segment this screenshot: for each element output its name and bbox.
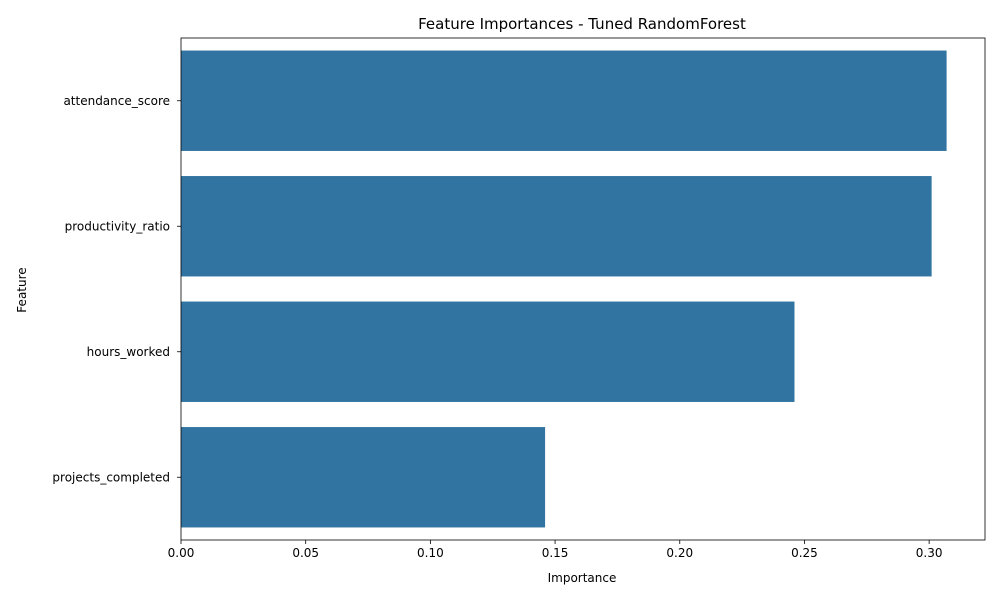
x-tick-label: 0.30 (916, 546, 943, 560)
plot-frame (180, 37, 986, 541)
y-tick-label: hours_worked (87, 345, 170, 359)
x-tick-label: 0.05 (292, 546, 319, 560)
y-axis-ticks: attendance_score productivity_ratio hours_… (52, 94, 181, 484)
y-tick-label: productivity_ratio (65, 219, 170, 233)
bars-group (181, 50, 947, 528)
x-tick-label: 0.20 (666, 546, 693, 560)
x-axis-ticks: 0.00 0.05 0.10 0.15 0.20 0.25 0.30 (168, 540, 943, 560)
bar-attendance-score (181, 50, 947, 151)
x-axis-label: Importance (548, 571, 617, 585)
bar-projects-completed (181, 427, 546, 528)
axes-spines (180, 37, 986, 541)
y-axis-label: Feature (15, 267, 29, 312)
x-tick-label: 0.25 (791, 546, 818, 560)
x-tick-label: 0.10 (417, 546, 444, 560)
bar-productivity-ratio (181, 176, 932, 277)
y-tick-label: projects_completed (52, 470, 170, 484)
x-tick-label: 0.00 (168, 546, 195, 560)
chart-title: Feature Importances - Tuned RandomForest (418, 15, 746, 33)
bar-hours-worked (181, 301, 795, 402)
y-tick-label: attendance_score (63, 94, 170, 108)
x-tick-label: 0.15 (542, 546, 569, 560)
